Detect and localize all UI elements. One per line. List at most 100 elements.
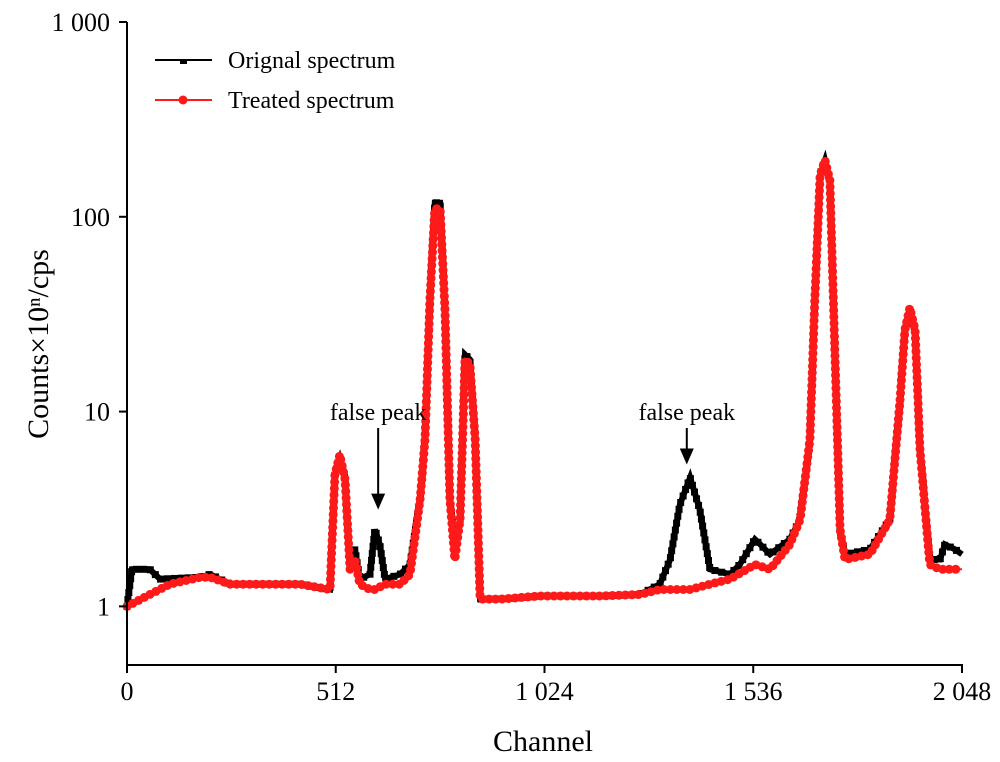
treated-data-point xyxy=(834,500,844,510)
treated-data-point xyxy=(325,581,335,591)
treated-data-point xyxy=(813,212,823,222)
treated-data-point xyxy=(238,579,248,589)
treated-data-point xyxy=(425,306,435,316)
treated-data-point xyxy=(444,441,454,451)
treated-data-point xyxy=(473,532,483,542)
treated-data-point xyxy=(922,528,932,538)
treated-data-point xyxy=(911,340,921,350)
treated-data-point xyxy=(442,395,452,405)
treated-data-point xyxy=(456,500,466,510)
treated-data-point xyxy=(672,585,682,594)
treated-data-point xyxy=(913,405,923,415)
original-data-point xyxy=(674,512,682,520)
treated-data-point xyxy=(834,494,844,504)
treated-data-point xyxy=(917,470,927,480)
original-data-point xyxy=(688,481,696,489)
treated-data-point xyxy=(436,226,446,236)
treated-data-point xyxy=(344,545,354,555)
treated-data-point xyxy=(832,429,842,439)
treated-data-point xyxy=(812,251,822,261)
treated-data-point xyxy=(381,579,391,589)
treated-data-point xyxy=(422,377,432,387)
treated-data-point xyxy=(830,338,840,348)
treated-data-point xyxy=(810,303,820,313)
treated-data-point xyxy=(835,513,845,523)
original-data-point xyxy=(754,538,762,546)
treated-data-point xyxy=(472,493,482,503)
treated-data-point xyxy=(459,396,469,406)
treated-data-point xyxy=(826,201,836,211)
treated-data-point xyxy=(893,414,903,424)
treated-data-point xyxy=(472,486,482,496)
treated-data-point xyxy=(594,591,604,601)
treated-data-point xyxy=(441,343,451,353)
treated-data-point xyxy=(828,292,838,302)
treated-data-point xyxy=(457,455,467,465)
treated-data-point xyxy=(473,512,483,522)
treated-data-point xyxy=(342,506,352,516)
original-data-point xyxy=(693,495,701,503)
treated-data-point xyxy=(620,590,630,600)
treated-data-point xyxy=(891,440,901,450)
treated-data-point xyxy=(911,353,921,363)
treated-data-point xyxy=(832,409,842,419)
treated-data-point xyxy=(886,498,896,508)
treated-data-point xyxy=(829,305,839,315)
original-data-point xyxy=(941,541,949,549)
treated-data-point xyxy=(258,579,268,589)
original-data-point xyxy=(668,547,676,555)
original-data-point xyxy=(157,575,165,583)
treated-data-point xyxy=(893,421,903,431)
treated-data-point xyxy=(427,247,437,257)
treated-data-point xyxy=(440,317,450,327)
treated-data-point xyxy=(887,492,897,502)
treated-data-point xyxy=(944,564,954,574)
original-data-point xyxy=(374,536,382,544)
treated-data-point xyxy=(806,413,816,423)
treated-data-point xyxy=(807,374,817,384)
treated-data-point xyxy=(568,591,578,601)
original-data-point xyxy=(780,539,788,547)
treated-data-point xyxy=(443,408,453,418)
treated-data-point xyxy=(438,272,448,282)
treated-data-point xyxy=(468,408,478,418)
treated-data-point xyxy=(833,468,843,478)
treated-data-point xyxy=(429,228,439,238)
treated-data-point xyxy=(388,579,398,589)
treated-data-point xyxy=(829,331,839,341)
treated-data-point xyxy=(919,489,929,499)
treated-data-point xyxy=(455,513,465,523)
treated-data-point xyxy=(416,487,426,497)
treated-data-point xyxy=(895,401,905,411)
treated-data-point xyxy=(830,364,840,374)
treated-data-point xyxy=(459,377,469,387)
treated-data-point xyxy=(326,561,336,571)
original-data-point xyxy=(151,571,159,579)
treated-data-point xyxy=(829,312,839,322)
annotation-arrow-head xyxy=(371,493,386,510)
treated-data-point xyxy=(899,336,909,346)
treated-data-point xyxy=(896,388,906,398)
treated-data-point xyxy=(466,376,476,386)
original-data-point xyxy=(369,542,377,550)
treated-data-point xyxy=(913,385,923,395)
treated-data-point xyxy=(896,382,906,392)
treated-data-point xyxy=(826,208,836,218)
treated-data-point xyxy=(421,397,431,407)
treated-data-point xyxy=(419,449,429,459)
treated-data-point xyxy=(659,585,669,594)
original-data-point xyxy=(696,508,704,516)
treated-data-point xyxy=(467,389,477,399)
treated-data-point xyxy=(834,481,844,491)
treated-data-point xyxy=(830,351,840,361)
original-data-point xyxy=(946,543,954,551)
treated-data-point xyxy=(343,532,353,542)
treated-data-point xyxy=(889,466,899,476)
original-data-point xyxy=(671,526,679,534)
treated-data-point xyxy=(344,551,354,561)
treated-data-point xyxy=(895,395,905,405)
treated-data-point xyxy=(428,241,438,251)
treated-data-point xyxy=(910,327,920,337)
treated-data-point xyxy=(458,409,468,419)
treated-data-point xyxy=(467,382,477,392)
